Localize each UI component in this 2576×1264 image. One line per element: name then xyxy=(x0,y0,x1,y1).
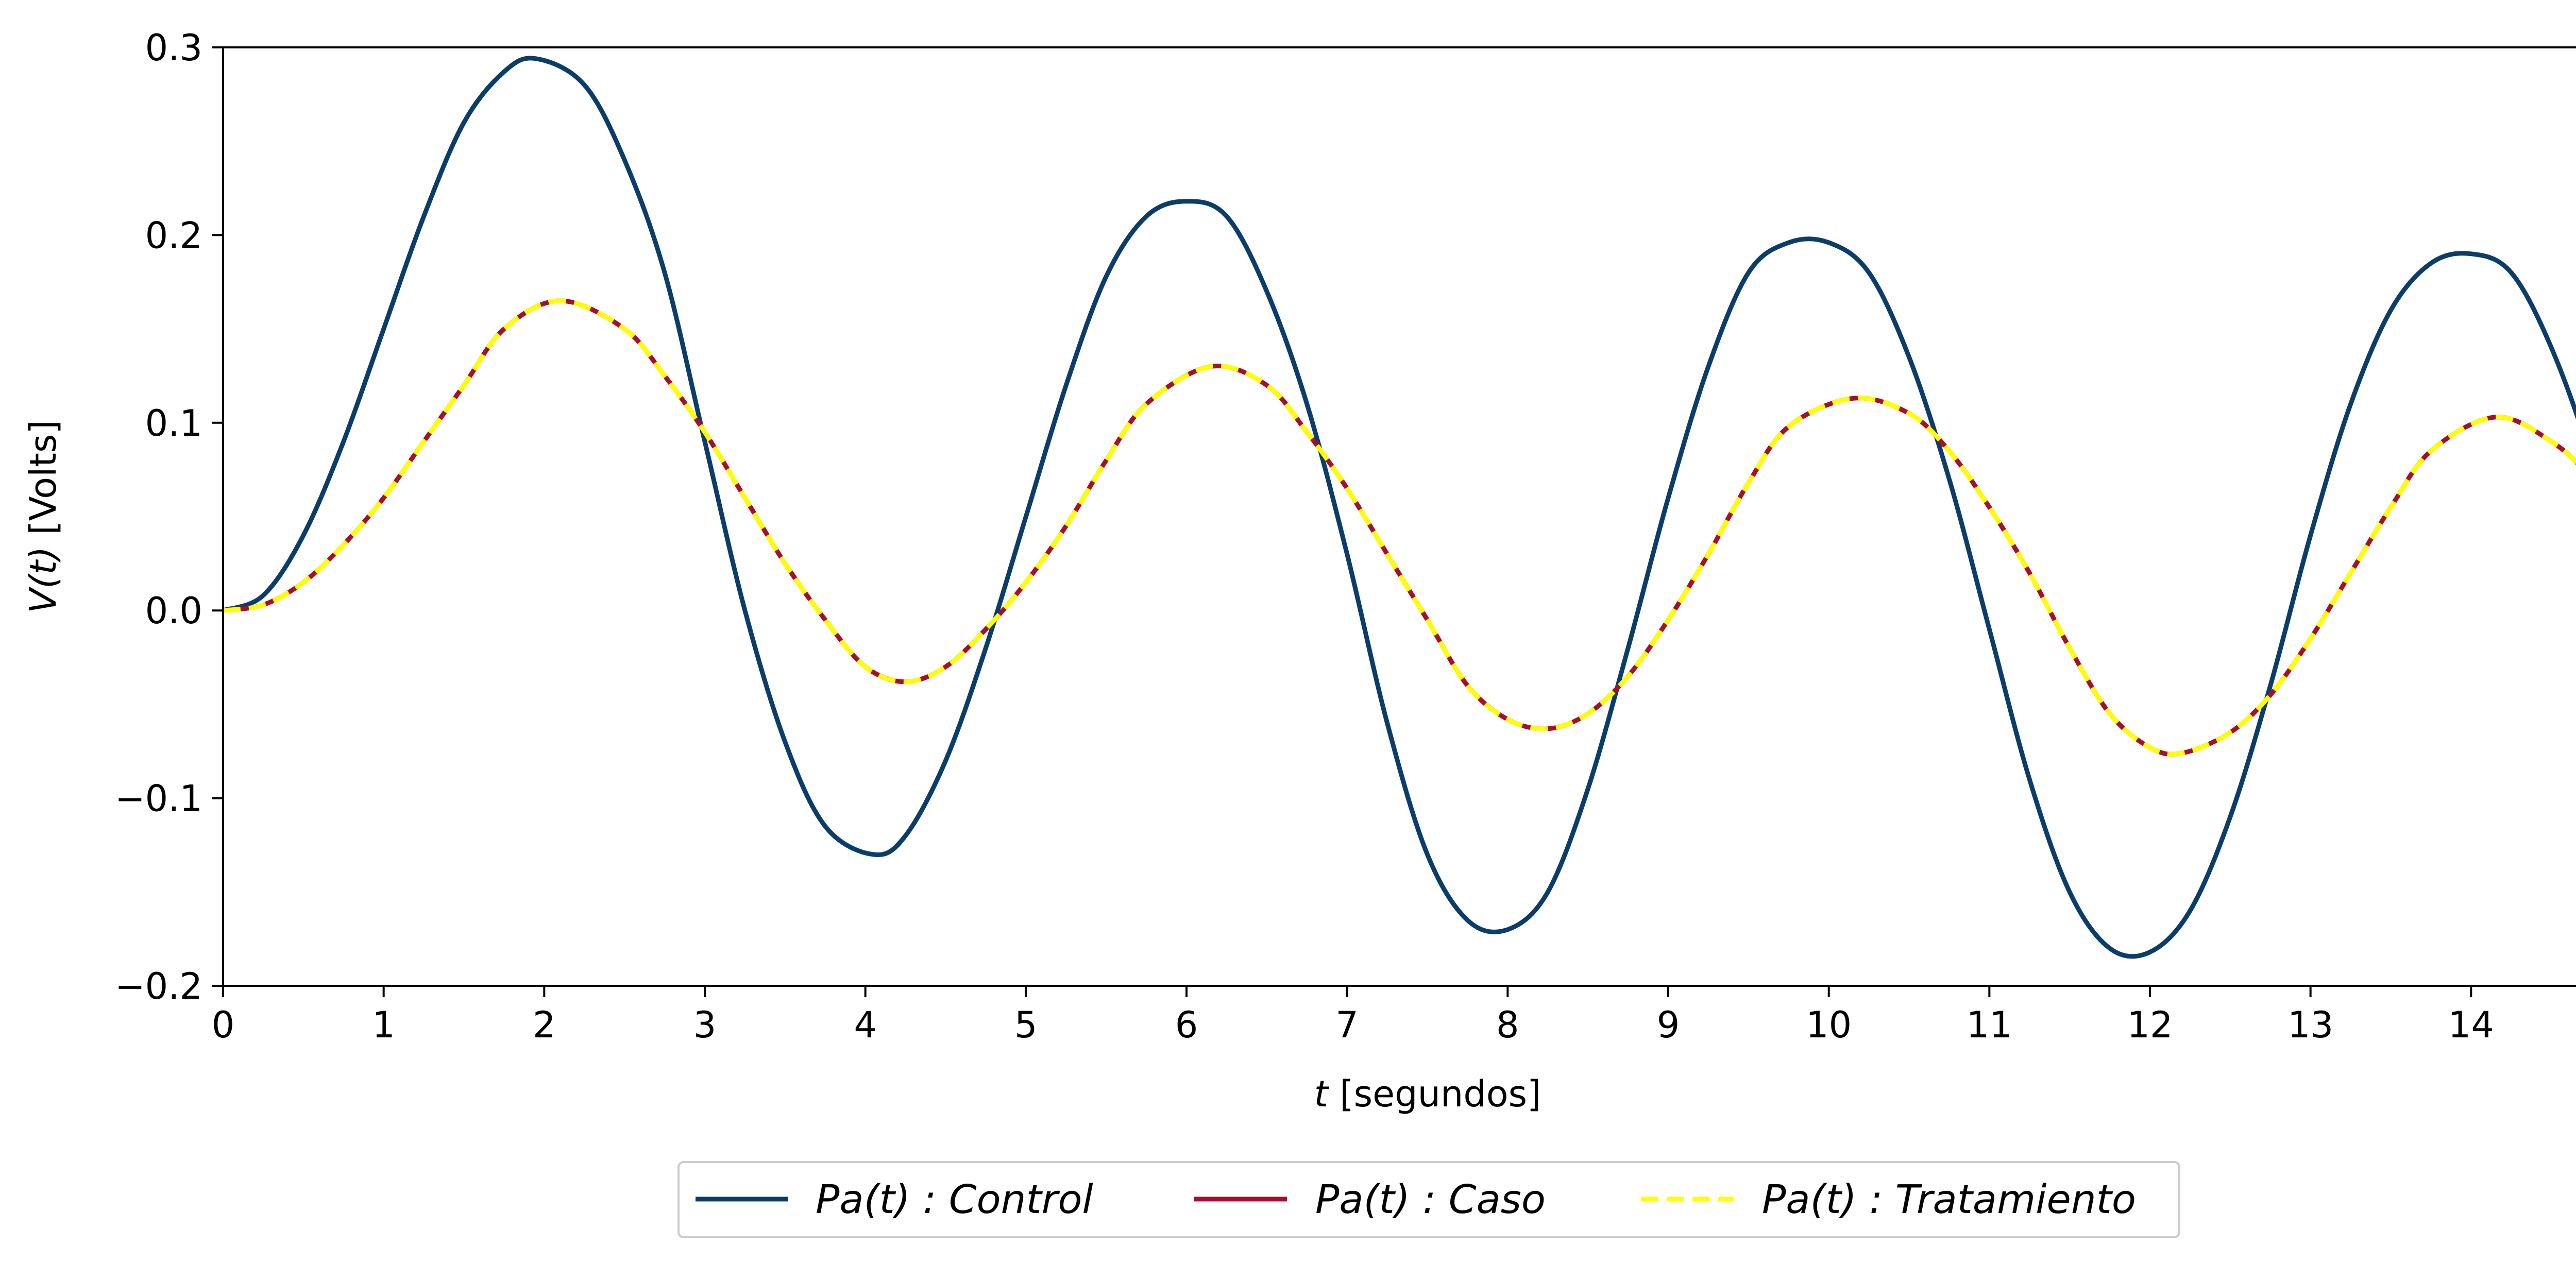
legend-prefix-caso: Pa(t) : xyxy=(1315,1177,1449,1223)
x-tick-label: 12 xyxy=(2127,1004,2173,1046)
legend-frame xyxy=(677,1161,2180,1238)
y-tick-label: 0.0 xyxy=(145,590,202,632)
x-tick-label: 2 xyxy=(533,1004,556,1046)
x-tick-label: 7 xyxy=(1335,1004,1359,1046)
y-tick-label: 0.2 xyxy=(145,214,202,257)
x-axis-label: t [segundos] xyxy=(1314,1073,1541,1115)
legend-text-control: Control xyxy=(949,1177,1094,1223)
x-axis: 0123456789101112131415 xyxy=(212,986,2494,1046)
y-tick-label: −0.1 xyxy=(115,778,202,820)
x-axis-label-unit: [segundos] xyxy=(1328,1073,1541,1115)
x-tick-label: 3 xyxy=(693,1004,717,1046)
y-tick-label: 0.3 xyxy=(145,27,202,69)
plot-frame xyxy=(222,46,2576,987)
legend-prefix-control: Pa(t) : xyxy=(816,1177,949,1223)
legend: Pa(t) : Control Pa(t) : Caso Pa(t) : Tra… xyxy=(677,1161,2180,1238)
x-tick-label: 8 xyxy=(1496,1004,1519,1046)
x-tick-label: 5 xyxy=(1014,1004,1038,1046)
legend-text-tratamiento: Tratamiento xyxy=(1895,1177,2136,1223)
series-layer xyxy=(223,56,2576,959)
y-axis-label-unit: [Volts] xyxy=(22,420,64,546)
x-axis-label-var: t xyxy=(1314,1073,1330,1115)
series-line-control xyxy=(223,56,2576,959)
x-tick-label: 4 xyxy=(854,1004,877,1046)
legend-prefix-tratamiento: Pa(t) : xyxy=(1762,1177,1895,1223)
legend-label-control: Pa(t) : Control xyxy=(816,1177,1093,1223)
x-tick-label: 1 xyxy=(372,1004,395,1046)
legend-label-caso: Pa(t) : Caso xyxy=(1315,1177,1546,1223)
legend-label-tratamiento: Pa(t) : Tratamiento xyxy=(1762,1177,2136,1223)
y-axis: −0.2 −0.1 0.0 0.1 0.2 0.3 xyxy=(115,27,223,1007)
x-tick-label: 6 xyxy=(1175,1004,1198,1046)
x-tick-label: 10 xyxy=(1806,1004,1852,1046)
y-axis-label: V(t) [Volts] xyxy=(22,420,64,613)
x-tick-label: 14 xyxy=(2448,1004,2494,1046)
x-tick-label: 11 xyxy=(1967,1004,2012,1046)
series-line-tratamiento xyxy=(223,298,2576,757)
legend-text-caso: Caso xyxy=(1449,1177,1546,1223)
x-tick-label: 9 xyxy=(1657,1004,1680,1046)
x-tick-label: 0 xyxy=(212,1004,235,1046)
y-axis-label-var: V(t) xyxy=(22,546,64,613)
x-tick-label: 13 xyxy=(2287,1004,2333,1046)
y-tick-label: −0.2 xyxy=(115,965,202,1007)
y-tick-label: 0.1 xyxy=(145,402,202,445)
